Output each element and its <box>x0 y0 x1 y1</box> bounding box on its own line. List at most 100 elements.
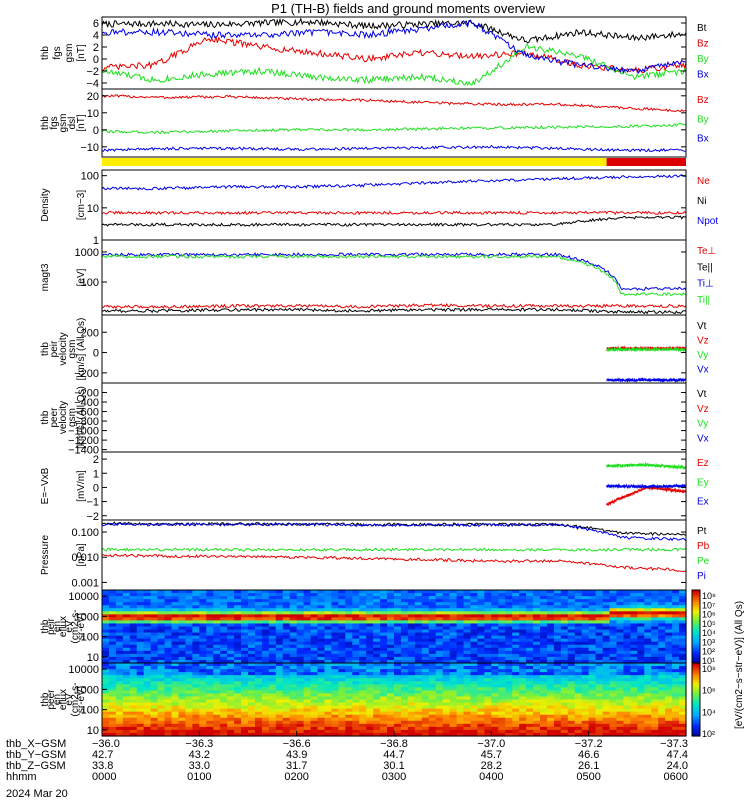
spectrogram-cell <box>428 596 437 600</box>
spectrogram-cell <box>275 684 284 688</box>
spectrogram-cell <box>122 590 131 594</box>
spectrogram-cell <box>338 632 346 637</box>
spectrogram-cell <box>268 729 277 734</box>
spectrogram-cell <box>456 611 465 615</box>
spectrogram-cell <box>227 611 235 615</box>
spectrogram-cell <box>477 687 485 691</box>
spectrogram-cell <box>581 693 590 698</box>
spectrogram-cell <box>484 608 492 612</box>
spectrogram-cell <box>317 708 326 713</box>
spectrogram-cell <box>220 644 228 649</box>
spectrogram-cell <box>136 681 145 685</box>
x-tick-label: 42.7 <box>92 749 113 761</box>
spectrogram-cell <box>498 690 506 695</box>
spectrogram-cell <box>609 617 618 622</box>
spectrogram-cell <box>310 729 319 734</box>
spectrogram-cell <box>581 626 590 631</box>
spectrogram-cell <box>254 611 263 615</box>
spectrogram-cell <box>213 608 221 612</box>
spectrogram-cell <box>261 632 270 637</box>
spectrogram-cell <box>102 656 110 661</box>
spectrogram-cell <box>623 605 631 609</box>
spectrogram-cell <box>157 666 166 670</box>
spectrogram-cell <box>359 678 367 682</box>
spectrogram-cell <box>150 681 159 685</box>
spectrogram-cell <box>679 650 687 655</box>
spectrogram-cell <box>192 659 200 664</box>
spectrogram-cell <box>540 693 548 698</box>
spectrogram-cell <box>644 675 652 679</box>
spectrogram-cell <box>428 611 437 615</box>
spectrogram-cell <box>387 611 395 615</box>
spectrogram-cell <box>206 720 214 725</box>
spectrogram-cell <box>136 635 145 640</box>
spectrogram-cell <box>602 705 611 710</box>
spectrogram-cell <box>679 696 687 701</box>
spectrogram-cell <box>470 635 479 640</box>
spectrogram-cell <box>296 644 305 649</box>
spectrogram-cell <box>588 590 597 594</box>
spectrogram-cell <box>275 605 284 609</box>
spectrogram-cell <box>213 614 221 618</box>
spectrogram-cell <box>616 669 625 673</box>
spectrogram-cell <box>185 669 193 673</box>
spectrogram-cell <box>206 666 214 670</box>
spectrogram-cell <box>171 687 180 691</box>
spectrogram-cell <box>428 696 437 701</box>
spectrogram-cell <box>261 614 270 618</box>
spectrogram-cell <box>546 687 555 691</box>
spectrogram-cell <box>553 617 562 622</box>
spectrogram-cell <box>546 659 555 664</box>
spectrogram-cell <box>651 620 659 625</box>
spectrogram-cell <box>400 705 409 710</box>
colorbar-cell <box>692 677 700 681</box>
y-axis-label: gsm <box>64 44 75 63</box>
spectrogram-cell <box>560 720 569 725</box>
spectrogram-cell <box>192 611 200 615</box>
spectrogram-cell <box>331 708 339 713</box>
spectrogram-cell <box>345 678 353 682</box>
spectrogram-cell <box>540 638 548 643</box>
spectrogram-cell <box>178 647 187 652</box>
spectrogram-cell <box>108 608 117 612</box>
spectrogram-cell <box>623 635 631 640</box>
spectrogram-cell <box>526 593 534 597</box>
spectrogram-cell <box>602 672 611 676</box>
spectrogram-cell <box>477 629 485 634</box>
series-npot-line <box>101 174 687 191</box>
spectrogram-cell <box>470 705 479 710</box>
spectrogram-cell <box>199 599 207 603</box>
spectrogram-cell <box>491 602 499 606</box>
spectrogram-cell <box>352 681 360 685</box>
spectrogram-cell <box>303 638 312 643</box>
spectrogram-cell <box>143 650 152 655</box>
spectrogram-cell <box>574 717 583 722</box>
spectrogram-cell <box>588 623 597 628</box>
spectrogram-cell <box>213 708 221 713</box>
spectrogram-cell <box>651 687 659 691</box>
spectrogram-cell <box>512 596 520 600</box>
spectrogram-cell <box>324 708 333 713</box>
spectrogram-cell <box>115 644 124 649</box>
spectrogram-cell <box>289 617 298 622</box>
spectrogram-cell <box>533 638 541 643</box>
spectrogram-cell <box>546 629 555 634</box>
spectrogram-cell <box>143 653 152 658</box>
spectrogram-cell <box>609 696 618 701</box>
spectrogram-cell <box>338 611 346 615</box>
spectrogram-cell <box>442 635 451 640</box>
spectrogram-cell <box>115 611 124 615</box>
spectrogram-cell <box>268 602 277 606</box>
spectrogram-cell <box>338 699 346 704</box>
spectrogram-cell <box>533 702 541 707</box>
spectrogram-cell <box>289 623 298 628</box>
panel-frame <box>101 314 687 384</box>
spectrogram-cell <box>498 681 506 685</box>
spectrogram-cell <box>400 666 409 670</box>
spectrogram-cell <box>560 729 569 734</box>
spectrogram-cell <box>373 663 381 667</box>
spectrogram-cell <box>595 653 604 658</box>
spectrogram-cell <box>227 669 235 673</box>
spectrogram-cell <box>373 650 381 655</box>
spectrogram-cell <box>192 711 200 716</box>
